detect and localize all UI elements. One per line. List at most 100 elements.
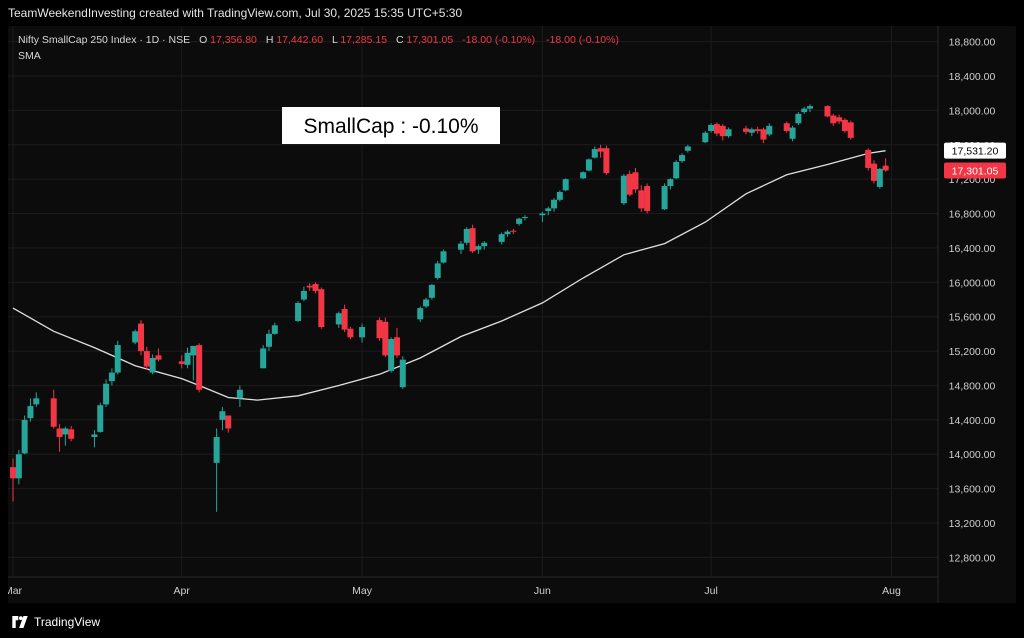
candle[interactable] bbox=[719, 124, 726, 141]
candle[interactable] bbox=[190, 345, 197, 381]
candle[interactable] bbox=[21, 415, 28, 455]
candle[interactable] bbox=[236, 385, 243, 407]
candle[interactable] bbox=[50, 389, 57, 429]
candle[interactable] bbox=[434, 260, 441, 280]
candle[interactable] bbox=[137, 320, 144, 356]
candle[interactable] bbox=[347, 327, 354, 340]
candle[interactable] bbox=[766, 123, 773, 137]
candle[interactable] bbox=[114, 340, 121, 375]
candle[interactable] bbox=[91, 430, 98, 448]
candle[interactable] bbox=[68, 425, 75, 442]
candle[interactable] bbox=[591, 146, 598, 159]
candle[interactable] bbox=[143, 346, 150, 370]
candle[interactable] bbox=[225, 415, 232, 433]
candle[interactable] bbox=[876, 167, 883, 189]
candle[interactable] bbox=[376, 317, 383, 341]
candle[interactable] bbox=[545, 206, 552, 216]
candle[interactable] bbox=[684, 144, 691, 153]
candle[interactable] bbox=[440, 249, 447, 264]
candle[interactable] bbox=[475, 244, 482, 254]
candle[interactable] bbox=[318, 287, 325, 329]
tradingview-brand[interactable]: TradingView bbox=[12, 615, 100, 629]
candle[interactable] bbox=[708, 123, 715, 133]
candle[interactable] bbox=[184, 347, 191, 369]
candle[interactable] bbox=[27, 398, 34, 422]
candle[interactable] bbox=[743, 125, 750, 135]
candle[interactable] bbox=[807, 104, 814, 113]
chart-panel[interactable]: 12,800.00 13,200.00 13,600.00 14,000.00 14,4… bbox=[8, 26, 1016, 603]
candle[interactable] bbox=[498, 232, 505, 245]
candle[interactable] bbox=[679, 153, 686, 163]
candle[interactable] bbox=[10, 458, 16, 502]
candle[interactable] bbox=[841, 118, 848, 133]
candle[interactable] bbox=[271, 322, 278, 335]
candle[interactable] bbox=[632, 167, 639, 193]
candle[interactable] bbox=[847, 120, 854, 140]
candle[interactable] bbox=[516, 217, 523, 226]
candle[interactable] bbox=[597, 144, 604, 158]
candle[interactable] bbox=[359, 323, 366, 343]
candle[interactable] bbox=[795, 112, 802, 125]
candle[interactable] bbox=[108, 368, 115, 386]
candle[interactable] bbox=[644, 183, 651, 214]
candle[interactable] bbox=[132, 329, 139, 345]
candle[interactable] bbox=[661, 183, 668, 211]
candle[interactable] bbox=[457, 241, 464, 254]
candle[interactable] bbox=[562, 178, 569, 192]
candle[interactable] bbox=[265, 329, 272, 352]
candle[interactable] bbox=[213, 428, 220, 512]
candle[interactable] bbox=[510, 229, 517, 235]
candle[interactable] bbox=[178, 355, 185, 369]
candle[interactable] bbox=[638, 185, 645, 212]
candle[interactable] bbox=[417, 306, 424, 322]
candle[interactable] bbox=[620, 173, 627, 205]
candle[interactable] bbox=[673, 160, 680, 180]
candle[interactable] bbox=[783, 121, 790, 133]
candle[interactable] bbox=[15, 449, 22, 485]
candle[interactable] bbox=[469, 224, 476, 254]
candle[interactable] bbox=[399, 356, 406, 389]
candle[interactable] bbox=[97, 402, 104, 433]
candle[interactable] bbox=[155, 348, 162, 362]
candle[interactable] bbox=[481, 241, 488, 250]
candle[interactable] bbox=[382, 317, 389, 358]
candle[interactable] bbox=[539, 211, 546, 223]
candle[interactable] bbox=[103, 379, 110, 407]
candle[interactable] bbox=[871, 160, 878, 184]
candle[interactable] bbox=[667, 178, 674, 190]
candle[interactable] bbox=[56, 424, 63, 452]
candle[interactable] bbox=[388, 337, 395, 373]
candle[interactable] bbox=[580, 171, 587, 180]
candle[interactable] bbox=[306, 283, 313, 291]
candle[interactable] bbox=[556, 190, 563, 202]
candle[interactable] bbox=[33, 392, 40, 407]
candle[interactable] bbox=[585, 158, 592, 172]
candle[interactable] bbox=[196, 343, 203, 393]
candle[interactable] bbox=[882, 158, 889, 172]
candle[interactable] bbox=[725, 127, 732, 138]
candle[interactable] bbox=[463, 227, 470, 246]
candle[interactable] bbox=[551, 198, 558, 212]
candle[interactable] bbox=[504, 229, 511, 237]
candle[interactable] bbox=[824, 105, 831, 118]
candle[interactable] bbox=[702, 131, 709, 144]
candle[interactable] bbox=[713, 122, 720, 137]
candle[interactable] bbox=[341, 304, 348, 333]
candle[interactable] bbox=[295, 301, 302, 322]
candlestick-chart[interactable]: 12,800.00 13,200.00 13,600.00 14,000.00 14,4… bbox=[8, 26, 1016, 603]
candle[interactable] bbox=[335, 311, 342, 328]
candle[interactable] bbox=[521, 215, 528, 221]
candle[interactable] bbox=[219, 406, 226, 431]
candle[interactable] bbox=[754, 126, 761, 134]
candle[interactable] bbox=[428, 284, 435, 300]
candle[interactable] bbox=[603, 145, 610, 175]
candle[interactable] bbox=[423, 297, 430, 309]
candle[interactable] bbox=[626, 170, 633, 197]
candle[interactable] bbox=[300, 286, 307, 302]
candle[interactable] bbox=[393, 327, 400, 358]
candle[interactable] bbox=[260, 345, 267, 369]
candle[interactable] bbox=[62, 426, 69, 446]
candle[interactable] bbox=[830, 113, 837, 126]
candle[interactable] bbox=[836, 114, 843, 125]
candle[interactable] bbox=[760, 127, 767, 144]
